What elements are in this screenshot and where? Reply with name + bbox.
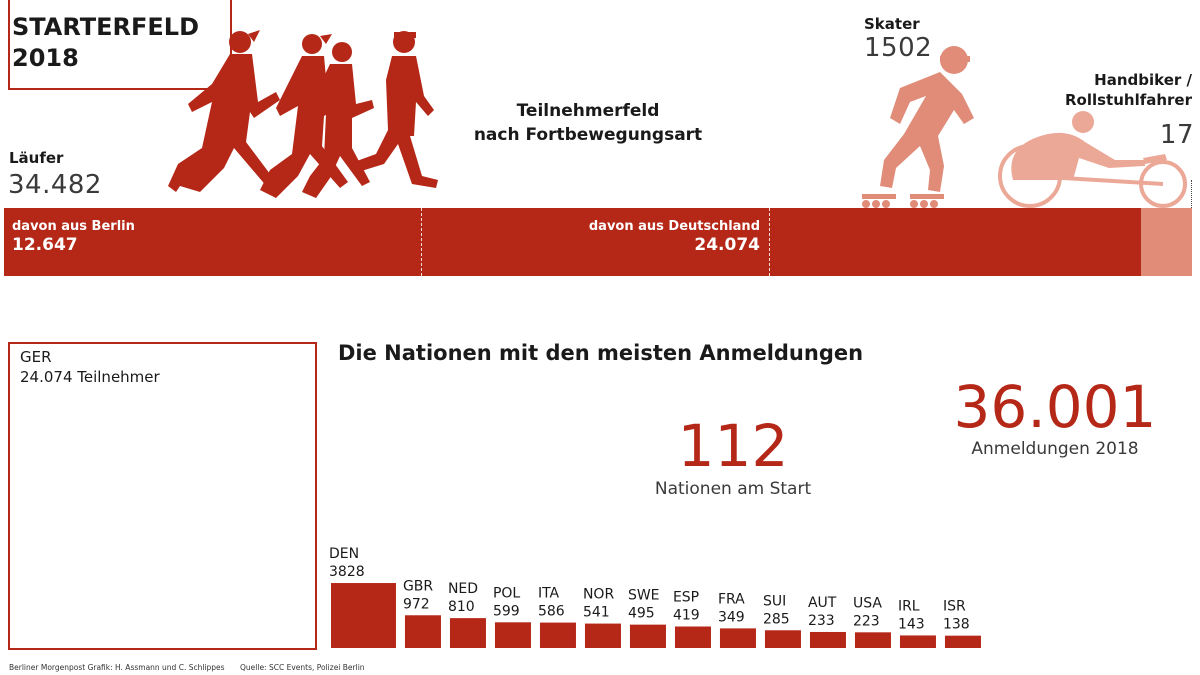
- bar-label-fra: FRA: [718, 591, 745, 607]
- page-title: STARTERFELD 2018: [12, 13, 200, 72]
- runners-value: 34.482: [8, 170, 102, 200]
- ger-label: GER 24.074 Teilnehmer: [20, 347, 160, 387]
- germany-value: 24.074: [694, 235, 760, 255]
- bar-usa: [854, 632, 891, 648]
- bar-aut: [809, 631, 846, 648]
- footer-credit: Berliner Morgenpost Grafik: H. Assmann u…: [9, 663, 225, 672]
- footer-source: Quelle: SCC Events, Polizei Berlin: [240, 663, 365, 672]
- bar-label-swe: SWE: [628, 588, 660, 604]
- center-title: Teilnehmerfeld nach Fortbewegungsart: [470, 99, 706, 147]
- bar-value-usa: 223: [853, 613, 880, 629]
- skater-silhouette-icon: [862, 46, 974, 208]
- bar-irl: [899, 635, 936, 648]
- germany-segment: davon aus Deutschland 24.074: [560, 219, 760, 255]
- nations-count-label: Nationen am Start: [654, 479, 812, 499]
- skaters-label: Skater: [864, 15, 920, 33]
- bar-den: [331, 583, 396, 648]
- bar-label-isr: ISR: [943, 599, 966, 615]
- germany-divider: [769, 208, 770, 276]
- bar-value-gbr: 972: [403, 596, 430, 612]
- bar-label-pol: POL: [493, 585, 520, 601]
- handbike-silhouette-icon: [998, 111, 1187, 208]
- bar-value-sui: 285: [763, 611, 790, 627]
- bar-label-ned: NED: [448, 581, 478, 597]
- ger-code: GER: [20, 348, 52, 366]
- berlin-label: davon aus Berlin: [12, 219, 135, 234]
- handbikers-strip-segment: [1141, 208, 1192, 276]
- bar-label-irl: IRL: [898, 598, 920, 614]
- bar-value-ita: 586: [538, 604, 565, 620]
- bar-value-nor: 541: [583, 605, 610, 621]
- handbikers-label-line1: Handbiker /: [1094, 71, 1192, 89]
- bar-value-swe: 495: [628, 606, 655, 622]
- registrations-value: 36.001: [953, 373, 1157, 441]
- bar-gbr: [404, 615, 441, 648]
- skaters-value: 1502: [864, 33, 933, 63]
- bar-label-gbr: GBR: [403, 578, 433, 594]
- bar-label-den: DEN: [329, 546, 359, 562]
- berlin-divider: [421, 208, 422, 276]
- handbikers-value: 17: [1159, 120, 1194, 150]
- ger-box: [8, 342, 317, 650]
- bar-value-pol: 599: [493, 603, 520, 619]
- bar-value-aut: 233: [808, 613, 835, 629]
- bar-ned: [449, 618, 486, 648]
- germany-label: davon aus Deutschland: [588, 219, 760, 234]
- runners-label: Läufer: [9, 149, 64, 167]
- bar-pol: [494, 622, 531, 648]
- berlin-segment: davon aus Berlin 12.647: [12, 219, 135, 255]
- bar-ita: [539, 622, 576, 648]
- bar-label-sui: SUI: [763, 593, 786, 609]
- bar-value-ned: 810: [448, 599, 475, 615]
- nations-title: Die Nationen mit den meisten Anmeldungen: [338, 341, 864, 365]
- bar-value-fra: 349: [718, 609, 745, 625]
- bar-value-esp: 419: [673, 608, 700, 624]
- handbikers-label: Handbiker / Rollstuhlfahrer: [1060, 70, 1192, 110]
- handbike-marker: [1191, 180, 1192, 208]
- handbikers-label-line2: Rollstuhlfahrer: [1064, 91, 1192, 109]
- center-title-line1: Teilnehmerfeld: [516, 101, 660, 121]
- bar-label-aut: AUT: [808, 595, 837, 611]
- bar-nor: [584, 623, 621, 648]
- nations-count-value: 112: [677, 412, 789, 480]
- runners-silhouette-icon: [168, 30, 438, 198]
- berlin-value: 12.647: [12, 235, 78, 255]
- bar-swe: [629, 624, 666, 648]
- registrations-label: Anmeldungen 2018: [971, 439, 1139, 459]
- participants-strip: [4, 208, 1192, 276]
- bar-label-ita: ITA: [538, 586, 560, 602]
- bar-isr: [944, 635, 981, 648]
- bar-label-usa: USA: [853, 595, 882, 611]
- bar-label-esp: ESP: [673, 590, 699, 606]
- bar-esp: [674, 626, 711, 648]
- bar-value-irl: 143: [898, 616, 925, 632]
- ger-count: 24.074 Teilnehmer: [20, 368, 160, 386]
- bar-label-nor: NOR: [583, 587, 614, 603]
- bar-value-isr: 138: [943, 617, 970, 633]
- bar-value-den: 3828: [329, 564, 365, 580]
- bar-fra: [719, 628, 756, 648]
- center-title-line2: nach Fortbewegungsart: [473, 125, 703, 145]
- bar-sui: [764, 630, 801, 648]
